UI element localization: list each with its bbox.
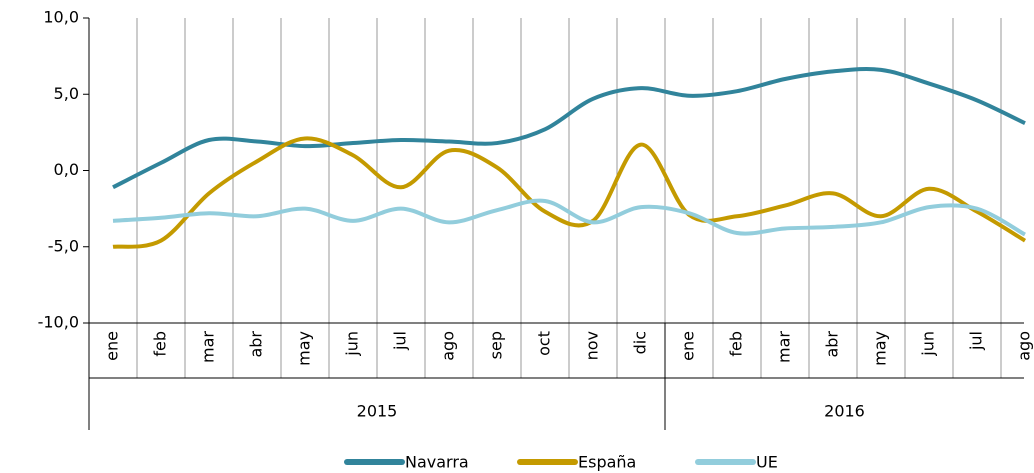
group-label: 2015 — [357, 402, 398, 421]
legend-label: UE — [756, 453, 778, 472]
x-tick-label: sep — [487, 331, 506, 359]
legend-label: España — [578, 453, 636, 472]
y-tick-label: -5,0 — [48, 236, 79, 255]
x-tick-label: ago — [439, 331, 458, 361]
x-tick-label: mar — [199, 331, 218, 363]
x-tick-label: may — [295, 331, 314, 366]
x-tick-label: dic — [631, 331, 650, 354]
x-tick-label: oct — [535, 331, 554, 356]
series-line — [112, 67, 1026, 190]
x-tick-label: feb — [727, 331, 746, 357]
x-tick-label: ago — [1015, 331, 1034, 361]
series-line — [112, 136, 1027, 249]
y-tick-label: -10,0 — [38, 313, 79, 332]
legend-label: Navarra — [405, 453, 469, 472]
x-tick-label: jun — [919, 331, 938, 357]
group-label: 2016 — [824, 402, 865, 421]
x-tick-label: abr — [823, 331, 842, 358]
series-line — [112, 198, 1026, 237]
x-tick-label: ene — [679, 331, 698, 361]
x-tick-label: abr — [247, 331, 266, 358]
x-tick-label: feb — [151, 331, 170, 357]
x-tick-label: jul — [391, 331, 410, 351]
x-tick-label: ene — [103, 331, 122, 361]
y-tick-label: 5,0 — [54, 84, 79, 103]
x-tick-label: jun — [343, 331, 362, 357]
x-tick-label: nov — [583, 331, 602, 360]
x-tick-label: may — [871, 331, 890, 366]
x-tick-label: mar — [775, 331, 794, 363]
x-tick-label: jul — [967, 331, 986, 351]
y-tick-label: 10,0 — [43, 8, 79, 27]
y-tick-label: 0,0 — [54, 160, 79, 179]
